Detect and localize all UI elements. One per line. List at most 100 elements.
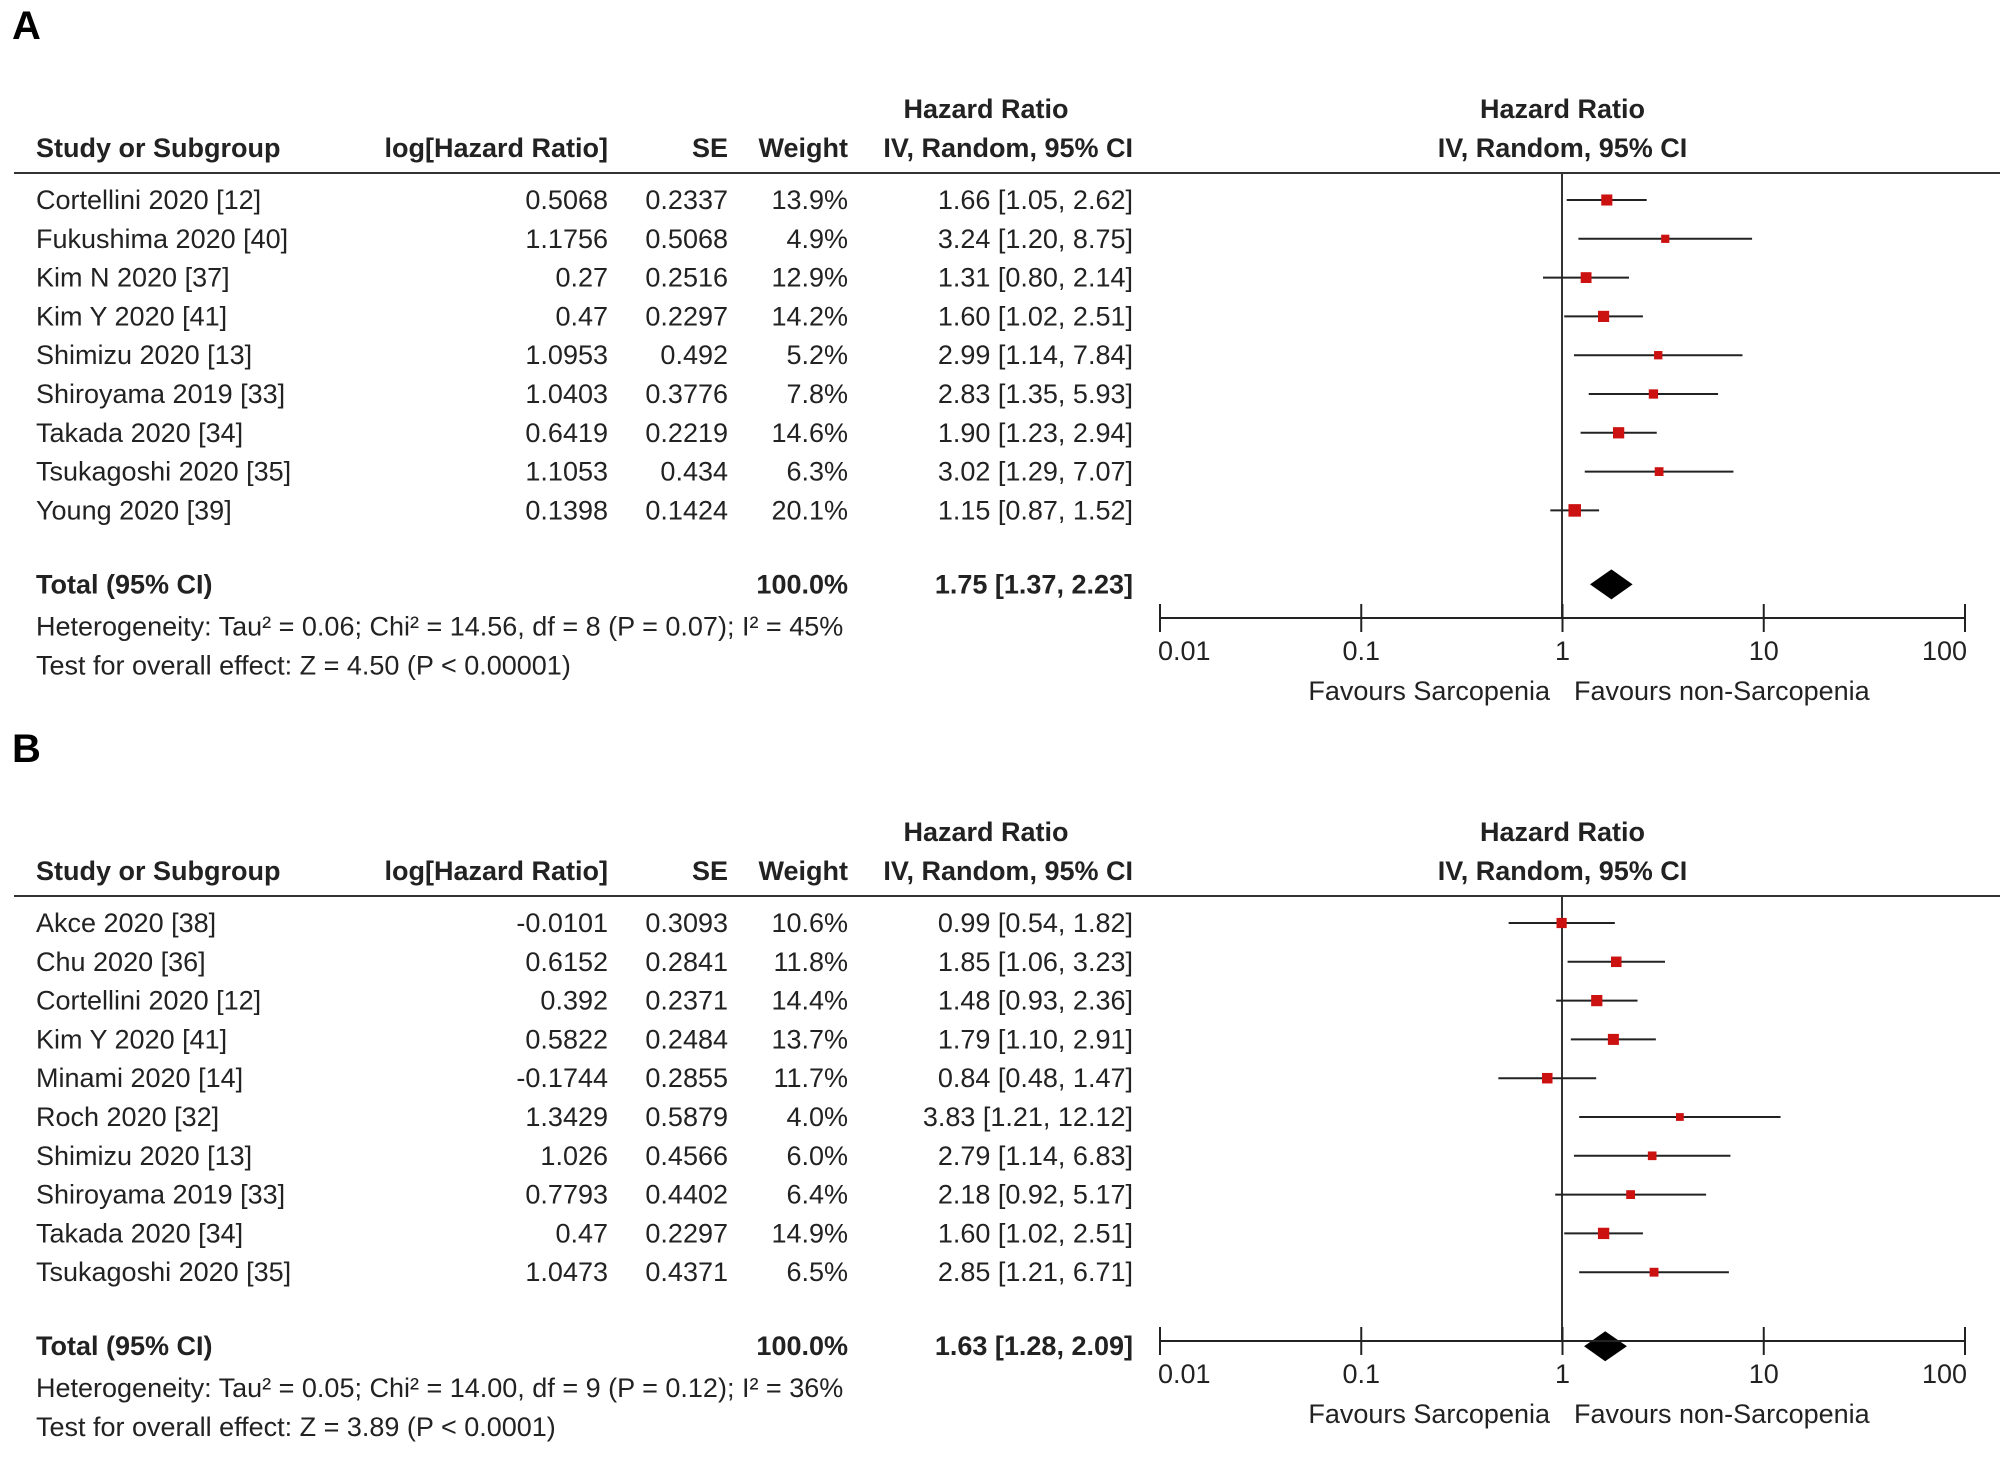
plot-method-header: IV, Random, 95% CI: [1438, 133, 1688, 163]
se-value: 0.3776: [645, 379, 728, 409]
study-name: Kim Y 2020 [41]: [36, 301, 227, 331]
se-value: 0.5068: [645, 224, 728, 254]
forest-plot-b: Hazard Ratio Hazard Ratio Study or Subgrou…: [14, 817, 2000, 1442]
se-column-header: SE: [692, 856, 728, 886]
se-value: 0.4371: [645, 1257, 728, 1287]
study-marker: [1626, 1190, 1636, 1200]
weight-value: 6.5%: [786, 1257, 848, 1287]
weight-value: 4.9%: [786, 224, 848, 254]
plot-hr-header: Hazard Ratio: [1480, 817, 1645, 847]
weight-value: 6.4%: [786, 1180, 848, 1210]
log-hr-value: 1.1756: [525, 224, 608, 254]
log-hr-value: 0.392: [540, 986, 608, 1016]
study-name: Takada 2020 [34]: [36, 418, 243, 448]
heterogeneity-text: Heterogeneity: Tau² = 0.06; Chi² = 14.56…: [36, 611, 843, 641]
x-axis-tick-label: 1: [1555, 636, 1570, 666]
log-hr-value: 0.47: [555, 1218, 608, 1248]
study-name: Tsukagoshi 2020 [35]: [36, 457, 291, 487]
weight-value: 6.0%: [786, 1141, 848, 1171]
pooled-estimate-diamond: [1590, 569, 1633, 600]
forest-plot-panel-b: B Hazard Ratio Hazard Ratio Study or Subgr…: [0, 723, 2005, 1443]
total-label: Total (95% CI): [36, 1331, 213, 1361]
panel-label: B: [12, 727, 41, 771]
log-hr-value: 0.5068: [525, 185, 608, 215]
study-name: Kim N 2020 [37]: [36, 263, 230, 293]
study-marker: [1597, 310, 1610, 322]
weight-value: 5.2%: [786, 340, 848, 370]
log-hr-value: 0.6419: [525, 418, 608, 448]
x-axis-tick-label: 100: [1922, 1359, 1967, 1389]
x-axis-tick-label: 1: [1555, 1359, 1570, 1389]
plot-method-header: IV, Random, 95% CI: [1438, 856, 1688, 886]
se-value: 0.492: [660, 340, 728, 370]
weight-column-header: Weight: [759, 133, 849, 163]
hr-ci-value: 3.83 [1.21, 12.12]: [923, 1102, 1133, 1132]
favours-right-label: Favours non-Sarcopenia: [1574, 1399, 1871, 1429]
ci-column-header: IV, Random, 95% CI: [883, 133, 1133, 163]
log-hr-value: 1.0473: [525, 1257, 608, 1287]
se-value: 0.434: [660, 457, 728, 487]
hr-ci-value: 2.18 [0.92, 5.17]: [938, 1180, 1133, 1210]
hr-ci-value: 1.79 [1.10, 2.91]: [938, 1024, 1133, 1054]
study-name: Young 2020 [39]: [36, 495, 232, 525]
se-value: 0.2219: [645, 418, 728, 448]
weight-value: 14.6%: [771, 418, 848, 448]
study-marker: [1556, 917, 1567, 929]
x-axis-tick-label: 0.01: [1158, 636, 1211, 666]
weight-value: 14.9%: [771, 1218, 848, 1248]
forest-plot-a: Hazard Ratio Hazard Ratio Study or Subgrou…: [14, 94, 2000, 706]
log-hr-value: 1.026: [540, 1141, 608, 1171]
hr-ci-value: 3.24 [1.20, 8.75]: [938, 224, 1133, 254]
study-marker: [1648, 389, 1659, 399]
study-name: Tsukagoshi 2020 [35]: [36, 1257, 291, 1287]
plot-hr-header: Hazard Ratio: [1480, 94, 1645, 124]
study-column-header: Study or Subgroup: [36, 133, 280, 163]
study-marker: [1649, 1267, 1659, 1277]
weight-value: 11.8%: [773, 947, 848, 977]
study-column-header: Study or Subgroup: [36, 856, 280, 886]
favours-left-label: Favours Sarcopenia: [1308, 1399, 1551, 1429]
se-value: 0.2297: [645, 301, 728, 331]
x-axis-tick-label: 0.1: [1342, 636, 1380, 666]
total-hr-ci: 1.63 [1.28, 2.09]: [935, 1331, 1133, 1361]
study-marker: [1675, 1113, 1684, 1121]
hr-ci-value: 1.66 [1.05, 2.62]: [938, 185, 1133, 215]
se-column-header: SE: [692, 133, 728, 163]
x-axis-tick-label: 0.1: [1342, 1359, 1380, 1389]
hr-ci-value: 1.31 [0.80, 2.14]: [938, 263, 1133, 293]
log-hr-value: 1.0953: [525, 340, 608, 370]
weight-value: 20.1%: [771, 495, 848, 525]
se-value: 0.2841: [645, 947, 728, 977]
hr-ci-value: 3.02 [1.29, 7.07]: [938, 457, 1133, 487]
study-name: Chu 2020 [36]: [36, 947, 206, 977]
hr-ci-value: 2.85 [1.21, 6.71]: [938, 1257, 1133, 1287]
total-hr-ci: 1.75 [1.37, 2.23]: [935, 569, 1133, 599]
study-marker: [1568, 504, 1581, 517]
study-marker: [1601, 194, 1613, 206]
log-hr-value: 0.6152: [525, 947, 608, 977]
se-value: 0.4402: [645, 1180, 728, 1210]
hr-ci-value: 0.99 [0.54, 1.82]: [938, 908, 1133, 938]
log-hr-value: 1.1053: [525, 457, 608, 487]
weight-value: 14.4%: [771, 986, 848, 1016]
se-value: 0.2337: [645, 185, 728, 215]
study-marker: [1612, 427, 1625, 439]
x-axis-tick-label: 10: [1749, 636, 1779, 666]
study-marker: [1611, 956, 1622, 968]
weight-value: 7.8%: [786, 379, 848, 409]
ci-column-header: IV, Random, 95% CI: [883, 856, 1133, 886]
hr-ci-value: 1.60 [1.02, 2.51]: [938, 301, 1133, 331]
hr-ci-value: 0.84 [0.48, 1.47]: [938, 1063, 1133, 1093]
study-marker: [1607, 1033, 1619, 1045]
weight-value: 11.7%: [773, 1063, 848, 1093]
study-marker: [1542, 1072, 1553, 1084]
heterogeneity-text: Heterogeneity: Tau² = 0.05; Chi² = 14.00…: [36, 1373, 843, 1403]
forest-plot-panel-a: A Hazard Ratio Hazard Ratio Study or Subgr…: [0, 0, 2005, 720]
study-marker: [1591, 994, 1603, 1007]
study-name: Cortellini 2020 [12]: [36, 185, 261, 215]
total-weight: 100.0%: [756, 569, 848, 599]
hr-ci-value: 2.83 [1.35, 5.93]: [938, 379, 1133, 409]
study-name: Takada 2020 [34]: [36, 1218, 243, 1248]
study-name: Kim Y 2020 [41]: [36, 1024, 227, 1054]
total-label: Total (95% CI): [36, 569, 213, 599]
